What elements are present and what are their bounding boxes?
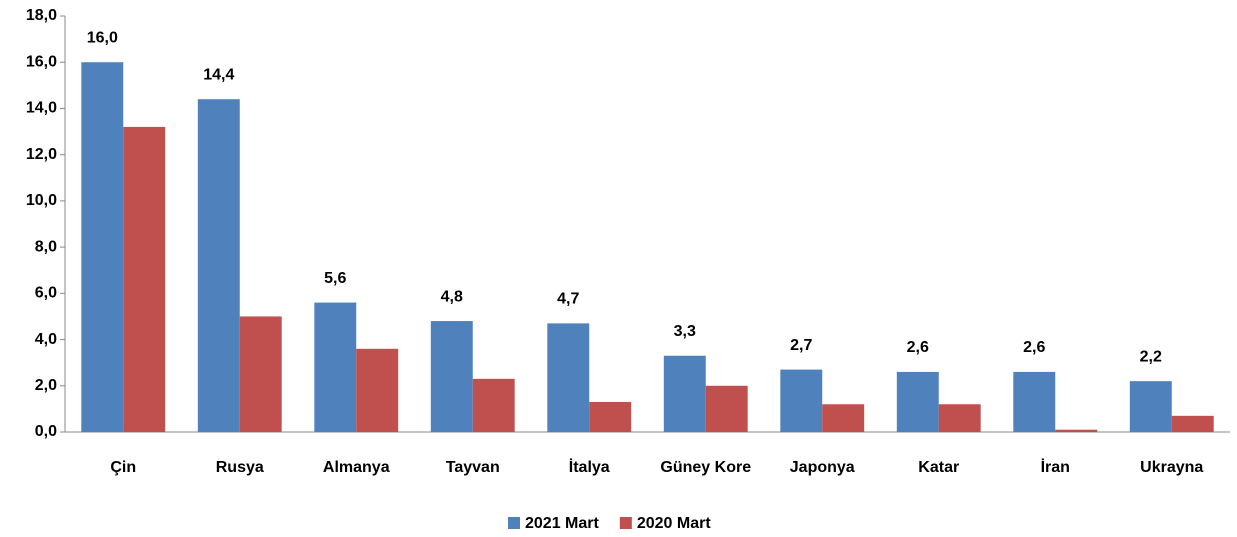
bar: [123, 126, 166, 432]
bar: [356, 348, 399, 432]
bar: [81, 62, 124, 432]
bar: [705, 385, 748, 432]
y-tick-label: 4,0: [35, 331, 57, 348]
y-tick-label: 6,0: [35, 285, 57, 302]
bar: [197, 99, 240, 432]
bar: [314, 302, 357, 432]
y-tick-label: 0,0: [35, 423, 57, 440]
bar: [1171, 415, 1214, 432]
data-label: 2,2: [1140, 348, 1162, 365]
legend-swatch: [508, 517, 520, 529]
data-label: 2,6: [1023, 339, 1045, 356]
x-tick-label: Rusya: [216, 459, 264, 476]
bar: [663, 355, 706, 432]
bar: [239, 316, 282, 432]
bar: [472, 378, 515, 432]
data-label: 2,7: [790, 337, 812, 354]
y-tick-label: 2,0: [35, 377, 57, 394]
data-label: 3,3: [674, 323, 696, 340]
legend-label: 2020 Mart: [637, 515, 711, 532]
x-tick-label: İtalya: [569, 458, 610, 476]
bar: [938, 404, 981, 432]
x-tick-label: Japonya: [790, 459, 855, 476]
bar: [430, 321, 473, 432]
data-label: 4,8: [441, 288, 463, 305]
y-tick-label: 16,0: [26, 53, 57, 70]
data-label: 14,4: [203, 66, 234, 83]
x-tick-label: İran: [1041, 458, 1070, 476]
bar: [547, 323, 590, 432]
bar: [896, 371, 939, 432]
data-label: 2,6: [907, 339, 929, 356]
bar: [1129, 381, 1172, 432]
data-label: 4,7: [557, 291, 579, 308]
legend-label: 2021 Mart: [525, 515, 599, 532]
x-tick-label: Katar: [918, 459, 959, 476]
y-tick-label: 10,0: [26, 192, 57, 209]
bar: [1055, 429, 1098, 432]
data-label: 16,0: [87, 29, 118, 46]
y-tick-label: 8,0: [35, 238, 57, 255]
x-tick-label: Ukrayna: [1140, 459, 1203, 476]
bar: [589, 401, 632, 432]
legend-swatch: [619, 517, 632, 529]
y-tick-label: 18,0: [26, 7, 57, 24]
bar: [822, 404, 865, 432]
bar: [780, 369, 823, 432]
x-tick-label: Çin: [110, 459, 136, 476]
y-tick-label: 12,0: [26, 146, 57, 163]
y-tick-label: 14,0: [26, 100, 57, 117]
x-tick-label: Tayvan: [446, 459, 500, 476]
x-tick-label: Güney Kore: [660, 459, 751, 476]
x-tick-label: Almanya: [323, 459, 390, 476]
data-label: 5,6: [324, 270, 346, 287]
bar: [1013, 371, 1056, 432]
